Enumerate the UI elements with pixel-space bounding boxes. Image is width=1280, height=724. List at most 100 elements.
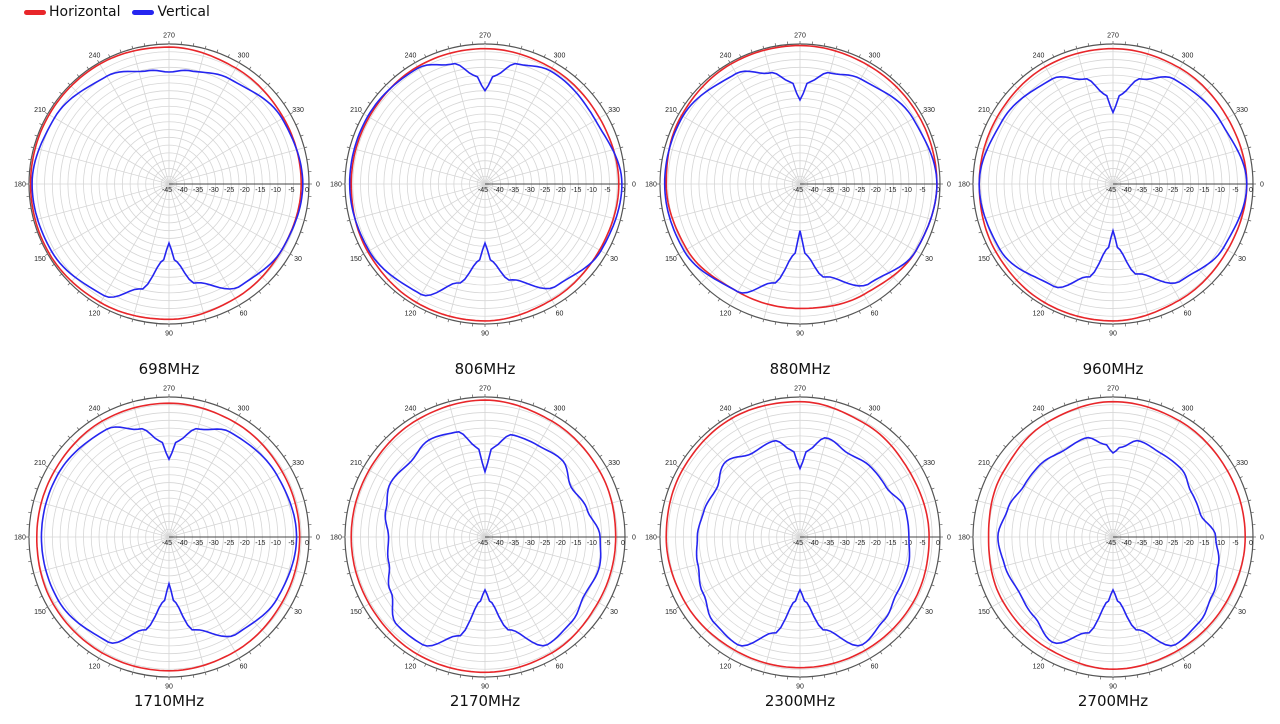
series-line-horizontal (665, 44, 938, 310)
outer-tick (28, 560, 32, 563)
outer-tick (620, 499, 624, 502)
outer-tick (86, 419, 89, 423)
angle-label: 240 (1033, 405, 1045, 412)
grid-spoke (700, 84, 801, 185)
outer-tick (290, 112, 294, 115)
radial-tick-label: -25 (540, 187, 550, 194)
grid-spoke (991, 183, 1114, 255)
angle-label: 210 (978, 107, 990, 114)
grid-spoke (484, 48, 522, 185)
outer-tick (835, 45, 838, 49)
outer-tick (1011, 82, 1015, 86)
grid-spoke (799, 415, 871, 538)
grid-spoke (349, 536, 486, 574)
grid-spoke (1112, 401, 1150, 538)
grid-spoke (1112, 48, 1150, 185)
outer-tick (1244, 231, 1248, 234)
grid-spoke (168, 536, 291, 608)
radial-tick-label: 0 (936, 540, 940, 547)
radial-tick-label: -20 (1184, 187, 1194, 194)
outer-tick (1136, 674, 1139, 678)
outer-tick (290, 606, 294, 609)
outer-tick (1148, 672, 1151, 676)
angle-label: 210 (350, 460, 362, 467)
grid-spoke (168, 183, 291, 255)
outer-tick (39, 595, 43, 598)
outer-tick (1011, 435, 1015, 439)
radial-tick-label: -10 (271, 540, 281, 547)
outer-tick (1182, 305, 1185, 309)
radial-tick-label: -10 (587, 187, 597, 194)
outer-tick (762, 672, 765, 676)
outer-tick (435, 49, 438, 53)
outer-tick (1244, 584, 1248, 587)
outer-tick (682, 101, 686, 104)
grid-spoke (69, 536, 170, 637)
grid-spoke (1112, 183, 1249, 221)
grid-spoke (484, 536, 621, 574)
outer-tick (988, 112, 992, 115)
grid-spoke (977, 500, 1114, 538)
radial-tick-label: -35 (1137, 540, 1147, 547)
grid-spoke (168, 147, 305, 185)
grid-spoke (700, 536, 801, 637)
outer-tick (937, 511, 941, 514)
angle-label: 90 (1109, 684, 1117, 691)
outer-tick (97, 412, 100, 416)
outer-tick (675, 112, 679, 115)
outer-tick (690, 91, 693, 95)
outer-tick (574, 644, 578, 647)
radial-tick-label: -20 (240, 187, 250, 194)
outer-tick (914, 617, 918, 620)
outer-tick (611, 242, 615, 245)
outer-tick (1227, 454, 1231, 457)
outer-tick (1052, 407, 1055, 411)
outer-tick (532, 402, 535, 406)
outer-tick (880, 651, 883, 655)
radial-tick-label: -30 (840, 540, 850, 547)
outer-tick (108, 54, 111, 58)
outer-tick (424, 663, 427, 667)
grid-spoke (1013, 437, 1114, 538)
outer-tick (350, 134, 354, 137)
outer-tick (670, 123, 674, 126)
grid-spoke (47, 113, 170, 185)
outer-tick (1148, 45, 1151, 49)
outer-tick (659, 207, 663, 210)
polar-chart-4: -45 -40 -35 -30 -25 -20 -15 -10 -5 00 30 60 90 120 150… (14, 386, 320, 711)
radial-tick-label: -20 (871, 187, 881, 194)
outer-tick (304, 146, 308, 149)
outer-tick (1136, 321, 1139, 325)
grid-spoke (799, 536, 837, 673)
outer-tick (28, 158, 32, 161)
polar-chart-6: -45 -40 -35 -30 -25 -20 -15 -10 -5 00 30 60 90 120 150… (645, 386, 951, 711)
grid-spoke (484, 183, 522, 320)
grid-spoke (484, 183, 585, 284)
grid-spoke (349, 147, 486, 185)
outer-tick (1193, 419, 1196, 423)
grid-spoke (385, 84, 486, 185)
legend-label-horizontal: Horizontal (49, 4, 121, 20)
outer-tick (1220, 444, 1223, 448)
outer-tick (508, 674, 511, 678)
outer-tick (1250, 207, 1254, 210)
series-line-vertical (384, 430, 602, 647)
grid-spoke (763, 183, 801, 320)
outer-tick (1087, 321, 1090, 325)
radial-tick-label: -30 (525, 187, 535, 194)
radial-tick-label: -10 (271, 187, 281, 194)
outer-tick (1003, 91, 1006, 95)
outer-tick (622, 207, 626, 210)
radial-tick-label: -20 (556, 540, 566, 547)
outer-tick (44, 253, 48, 256)
outer-tick (931, 487, 935, 490)
grid-spoke (991, 536, 1114, 608)
grid-spoke (33, 536, 170, 574)
outer-tick (300, 134, 304, 137)
radial-tick-label: -25 (224, 187, 234, 194)
outer-tick (690, 444, 693, 448)
outer-tick (30, 146, 34, 149)
outer-tick (622, 560, 626, 563)
angle-label: 60 (1184, 664, 1192, 671)
outer-tick (355, 595, 359, 598)
